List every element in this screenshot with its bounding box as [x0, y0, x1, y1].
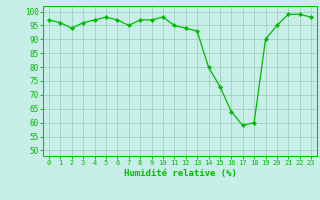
X-axis label: Humidité relative (%): Humidité relative (%): [124, 169, 236, 178]
